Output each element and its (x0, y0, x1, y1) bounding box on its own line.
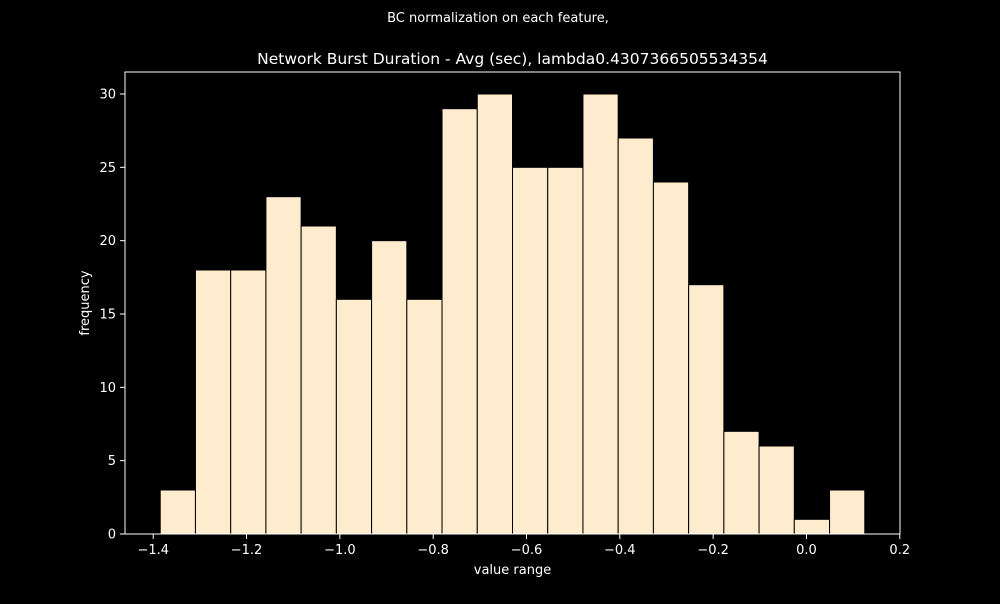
histogram-bar (406, 298, 443, 535)
histogram-bar (371, 240, 408, 535)
x-tick-label: −1.0 (324, 543, 356, 558)
x-tick-label: −0.4 (604, 543, 636, 558)
histogram-bar (688, 284, 725, 535)
histogram-bar (300, 225, 337, 535)
histogram-bar (617, 137, 654, 535)
histogram-bar (335, 298, 373, 535)
x-tick-label: −0.2 (697, 543, 729, 558)
x-axis-ticks: −1.4 −1.2 −1.0 −0.8 −0.6 −0.4 −0.2 0.0 0.2 (137, 534, 910, 558)
y-tick-label: 15 (99, 308, 116, 323)
x-tick-label: −1.2 (231, 543, 263, 558)
y-tick-label: 30 (99, 88, 116, 103)
y-tick-label: 5 (108, 454, 116, 469)
histogram-bar (582, 93, 619, 535)
histogram-bar (723, 430, 760, 535)
bars-group (159, 93, 866, 535)
histogram-bar (441, 108, 478, 535)
x-axis-label: value range (474, 563, 551, 578)
y-tick-label: 20 (99, 234, 116, 249)
histogram-bar (758, 445, 795, 535)
histogram-bar (476, 93, 514, 535)
plot-frame (124, 71, 901, 535)
y-axis-label: frequency (78, 270, 93, 336)
histogram-bar (793, 518, 831, 535)
histogram-bar (547, 166, 584, 535)
histogram-bar (265, 196, 302, 535)
histogram-bar (652, 181, 690, 535)
x-tick-label: −1.4 (137, 543, 169, 558)
histogram-bar (230, 269, 267, 535)
figure-suptitle: BC normalization on each feature, (387, 11, 609, 26)
x-tick-label: 0.0 (796, 543, 817, 558)
x-tick-label: −0.8 (417, 543, 449, 558)
histogram-bar (512, 166, 549, 535)
y-tick-label: 10 (99, 381, 116, 396)
chart-title: Network Burst Duration - Avg (sec), lamb… (257, 50, 768, 68)
y-axis-ticks: 0 5 10 15 20 25 30 (99, 88, 125, 543)
histogram-bar (829, 489, 866, 535)
x-tick-label: −0.6 (511, 543, 543, 558)
y-tick-label: 0 (108, 528, 116, 543)
x-tick-label: 0.2 (889, 543, 910, 558)
histogram-bar (159, 489, 196, 535)
y-tick-label: 25 (99, 161, 116, 176)
histogram-bar (194, 269, 232, 535)
